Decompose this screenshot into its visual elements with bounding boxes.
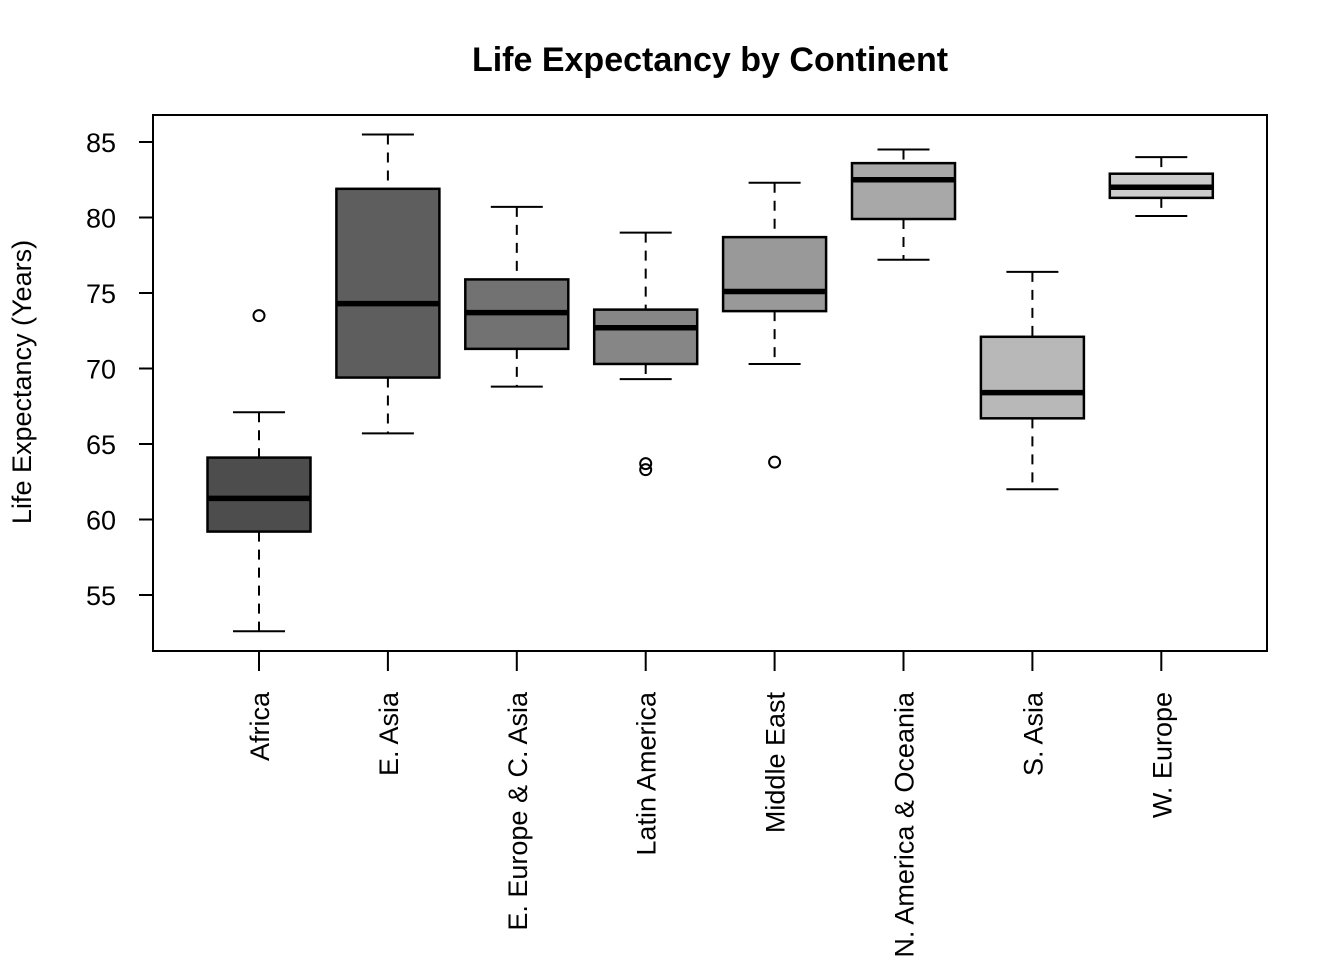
plot-frame [152, 114, 1268, 652]
y-axis: 55 60 65 70 75 80 85 [86, 128, 154, 611]
y-tick-label: 70 [86, 355, 116, 385]
iqr-box [206, 456, 312, 533]
iqr-box [721, 235, 828, 313]
iqr-box [979, 335, 1086, 420]
chart-title: Life Expectancy by Continent [472, 41, 948, 79]
outlier-point [639, 463, 653, 477]
x-tick-label: E. Europe & C. Asia [503, 691, 533, 931]
y-tick-label: 60 [86, 506, 116, 536]
box-group [850, 148, 957, 261]
outlier-point [639, 457, 653, 471]
box-group [979, 270, 1086, 491]
x-tick-label: E. Asia [374, 691, 404, 776]
outlier-point [252, 309, 266, 323]
y-tick-label: 55 [86, 581, 116, 611]
x-tick-label: Middle East [761, 692, 791, 834]
box-group [592, 231, 699, 477]
iqr-box [335, 187, 441, 379]
x-tick-label: S. Asia [1018, 691, 1048, 776]
box-group [721, 181, 828, 469]
x-tick-label: N. America & Oceania [890, 691, 920, 958]
y-tick-label: 85 [86, 128, 116, 158]
x-tick-label: W. Europe [1147, 692, 1177, 818]
y-tick-label: 80 [86, 204, 116, 234]
iqr-box [850, 161, 957, 221]
x-tick-label: Latin America [632, 691, 662, 856]
box-group [464, 205, 570, 388]
y-tick-label: 65 [86, 430, 116, 460]
y-axis-label: Life Expectancy (Years) [7, 240, 37, 524]
y-tick-label: 75 [86, 279, 116, 309]
box-group [206, 309, 312, 633]
box-group [335, 133, 441, 435]
x-tick-label: Africa [245, 691, 275, 761]
x-axis: Africa E. Asia E. Europe & C. Asia Latin Am… [245, 651, 1177, 958]
outlier-point [768, 455, 782, 469]
box-group [1108, 156, 1215, 217]
boxes [206, 133, 1215, 633]
iqr-box [592, 308, 699, 366]
